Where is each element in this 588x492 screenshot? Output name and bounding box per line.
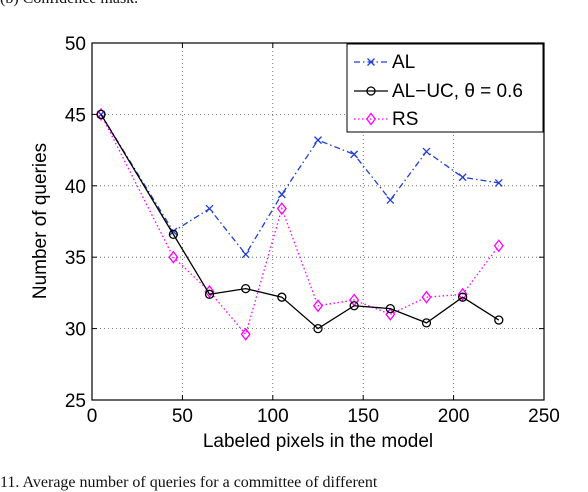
legend-label-rs: RS — [392, 109, 418, 130]
legend: AL AL−UC, θ = 0.6 RS — [346, 43, 544, 133]
series-line-rs — [100, 114, 500, 336]
data-point-al — [458, 173, 467, 182]
x-tick-label: 250 — [528, 406, 560, 427]
data-point-al-uc — [421, 318, 432, 328]
legend-items — [354, 58, 388, 126]
legend-marker-rs — [365, 112, 377, 126]
data-point-rs — [168, 250, 179, 264]
axis-ticks: 0 50 100 150 200 250 25 30 35 40 45 50 — [65, 34, 560, 427]
x-axis-label: Labeled pixels in the model — [203, 431, 433, 452]
data-point-al-uc — [168, 229, 179, 240]
data-point-al-uc — [204, 289, 215, 299]
x-tick-label: 150 — [347, 406, 379, 427]
y-tick-label: 40 — [65, 177, 86, 198]
legend-marker-al-uc — [366, 86, 376, 96]
plot-frame — [91, 42, 545, 401]
data-point-al — [494, 178, 503, 187]
data-point-rs — [457, 287, 468, 301]
data-point-al-uc — [349, 301, 359, 311]
x-tick-label: 200 — [438, 406, 470, 427]
x-tick-label: 100 — [257, 406, 289, 427]
data-point-rs — [493, 239, 504, 253]
x-tick-label: 0 — [87, 406, 98, 427]
series-line-al-uc — [100, 114, 500, 330]
data-point-al — [386, 196, 395, 205]
figure-caption: 11. Average number of queries for a comm… — [0, 474, 378, 491]
series-layer — [96, 107, 504, 341]
data-point-al-uc — [385, 303, 395, 314]
y-axis-label: Number of queries — [30, 143, 51, 299]
data-point-al-uc — [313, 323, 323, 334]
legend-label-al: AL — [392, 52, 415, 73]
data-point-al — [241, 250, 250, 259]
data-point-rs — [385, 307, 396, 321]
y-tick-label: 30 — [65, 320, 86, 341]
data-point-al-uc — [494, 315, 504, 325]
data-point-rs — [421, 290, 432, 304]
x-tick-label: 50 — [172, 406, 193, 427]
y-tick-label: 35 — [65, 248, 86, 269]
data-point-al-uc — [241, 283, 251, 294]
data-point-al-uc — [277, 292, 287, 302]
y-tick-label: 50 — [65, 34, 86, 55]
data-point-rs — [312, 299, 324, 313]
data-point-al-uc — [96, 109, 106, 120]
legend-marker-al — [367, 58, 375, 66]
data-point-rs — [276, 202, 287, 216]
data-point-al — [277, 190, 286, 199]
legend-box — [346, 43, 544, 133]
data-point-rs — [240, 327, 251, 341]
y-tick-label: 25 — [65, 391, 86, 412]
data-point-rs — [96, 107, 107, 121]
legend-label-al-uc: AL−UC, θ = 0.6 — [392, 81, 523, 102]
data-point-al — [205, 204, 214, 213]
data-point-al-uc — [457, 292, 468, 302]
y-tick-label: 45 — [65, 105, 86, 126]
data-point-al — [422, 147, 431, 156]
figure-subcaption: (b) Confidence mask. — [0, 0, 138, 8]
data-point-al — [350, 150, 359, 159]
data-point-al — [169, 227, 178, 236]
data-point-al — [314, 136, 322, 145]
